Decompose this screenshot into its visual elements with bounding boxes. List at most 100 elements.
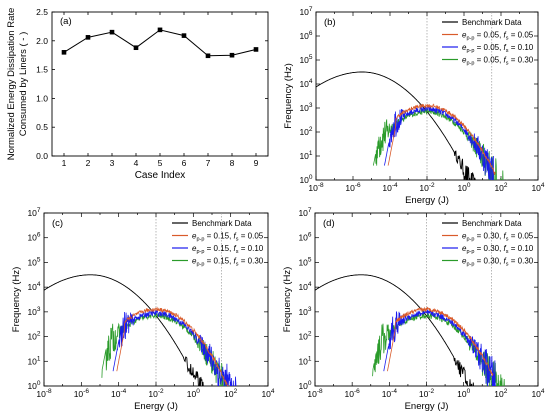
y-tick-label: 107	[27, 207, 40, 218]
y-tick-label: 107	[299, 6, 312, 17]
x-tick-label: 5	[158, 158, 163, 168]
series-red-line	[387, 103, 496, 175]
x-tick-label: 3	[110, 158, 115, 168]
x-tick-label: 10-2	[419, 182, 435, 193]
legend-label-red: ep-p = 0.15, fs = 0.05	[192, 232, 264, 243]
panel-label: (a)	[60, 16, 72, 27]
x-tick-label: 10-2	[419, 388, 435, 399]
plot-frame	[51, 11, 269, 157]
panel-label: (c)	[52, 218, 63, 229]
legend-label-green: ep-p = 0.15, fs = 0.30	[192, 257, 264, 268]
x-tick-label: 9	[254, 158, 259, 168]
x-tick-label: 104	[261, 388, 274, 399]
y-tick-label: 104	[27, 281, 40, 292]
panel-label: (d)	[323, 218, 335, 229]
legend-label-blue: ep-p = 0.30, fs = 0.10	[462, 244, 534, 255]
x-tick-label: 10-4	[382, 182, 398, 193]
x-tick-label: 104	[531, 388, 544, 399]
y-tick-label: 100	[27, 380, 40, 391]
data-point	[205, 53, 211, 59]
y-axis-label: Frequency (Hz)	[11, 267, 22, 332]
x-tick-label: 4	[134, 158, 139, 168]
y-tick-label: 100	[299, 174, 312, 185]
y-tick-label: 101	[298, 355, 311, 366]
x-tick-label: 10-4	[111, 388, 127, 399]
y-tick-label: 0.5	[36, 122, 48, 132]
data-point	[85, 35, 91, 40]
plot-area	[315, 274, 505, 386]
y-tick-label: 103	[298, 306, 311, 317]
x-axis-label: Energy (J)	[405, 195, 449, 206]
x-tick-label: 10-8	[307, 388, 323, 399]
x-tick-label: 100	[187, 388, 200, 399]
y-tick-label: 103	[299, 102, 312, 113]
y-tick-label: 102	[27, 331, 40, 342]
series-red-line	[387, 306, 494, 376]
x-tick-label: 10-8	[36, 388, 52, 399]
panel-c: 10-8 10-6 10-4 10-2 100 102 104 100 101 102 103 104…	[11, 207, 275, 412]
x-tick-label: 102	[494, 388, 507, 399]
x-tick-label: 10-8	[308, 182, 324, 193]
y-axis-label: Frequency (Hz)	[283, 63, 294, 128]
y-axis-label-line2: Consumed by Liners ( - )	[18, 32, 29, 137]
x-tick-label: 10-4	[382, 388, 398, 399]
series-blue-line	[112, 309, 237, 386]
y-tick-label: 1.0	[36, 93, 48, 103]
y-tick-label: 106	[298, 232, 311, 243]
y-tick-label: 104	[299, 78, 312, 89]
legend-label-green: ep-p = 0.30, fs = 0.30	[462, 257, 534, 268]
x-tick-label: 1	[62, 158, 67, 168]
y-tick-label: 100	[298, 380, 311, 391]
data-point	[253, 47, 259, 52]
series-benchmark-line	[316, 71, 476, 180]
y-tick-label: 2.0	[36, 36, 48, 46]
legend-label-blue: ep-p = 0.15, fs = 0.10	[192, 244, 264, 255]
series-benchmark-line	[315, 274, 475, 386]
y-tick-label: 102	[299, 126, 312, 137]
x-axis-label: Case Index	[135, 170, 186, 181]
y-tick-label: 107	[298, 207, 311, 218]
legend-label-red: ep-p = 0.05, fs = 0.05	[462, 31, 534, 42]
panel-a: 1 2 3 4 5 6 7 8 9 0.0 0.5 1.0 1.5 2.0 2.5 (a) Case Index…	[6, 7, 269, 181]
series-line	[63, 29, 257, 57]
x-tick-label: 104	[531, 182, 544, 193]
panel-d: 10-8 10-6 10-4 10-2 100 102 104 100 101 102 103 104…	[282, 207, 545, 412]
x-tick-label: 8	[230, 158, 235, 168]
panel-label: (b)	[324, 17, 336, 28]
legend-label-benchmark: Benchmark Data	[462, 219, 522, 228]
x-tick-label: 100	[457, 388, 470, 399]
data-point	[61, 50, 67, 55]
x-tick-label: 10-6	[345, 182, 361, 193]
y-tick-label: 105	[27, 256, 40, 267]
x-axis-label: Energy (J)	[405, 401, 449, 412]
data-point	[157, 27, 163, 33]
series-blue-line	[383, 309, 496, 386]
y-tick-label: 105	[299, 54, 312, 65]
x-axis-label: Energy (J)	[134, 401, 178, 412]
x-tick-label: 100	[457, 182, 470, 193]
y-tick-label: 102	[298, 331, 311, 342]
y-tick-label: 105	[298, 256, 311, 267]
x-tick-label: 7	[206, 158, 211, 168]
data-point	[181, 33, 187, 38]
data-point	[229, 52, 235, 58]
data-point	[133, 45, 139, 51]
legend-label-blue: ep-p = 0.05, fs = 0.10	[462, 43, 534, 54]
legend-label-red: ep-p = 0.30, fs = 0.05	[462, 232, 534, 243]
x-tick-label: 2	[86, 158, 91, 168]
y-tick-label: 0.0	[36, 151, 48, 161]
y-axis-label: Frequency (Hz)	[282, 267, 293, 332]
x-tick-label: 10-6	[345, 388, 361, 399]
plot-area	[44, 274, 237, 386]
y-axis-label-line1: Normalized Energy Dissipation Rate	[6, 8, 17, 161]
y-tick-label: 101	[27, 355, 40, 366]
x-tick-label: 102	[224, 388, 237, 399]
legend-label-green: ep-p = 0.05, fs = 0.30	[462, 56, 534, 67]
y-tick-label: 103	[27, 306, 40, 317]
legend-label-benchmark: Benchmark Data	[192, 219, 252, 228]
y-tick-label: 101	[299, 150, 312, 161]
y-tick-label: 2.5	[36, 7, 48, 17]
series-blue-line	[384, 105, 494, 180]
x-tick-label: 102	[494, 182, 507, 193]
